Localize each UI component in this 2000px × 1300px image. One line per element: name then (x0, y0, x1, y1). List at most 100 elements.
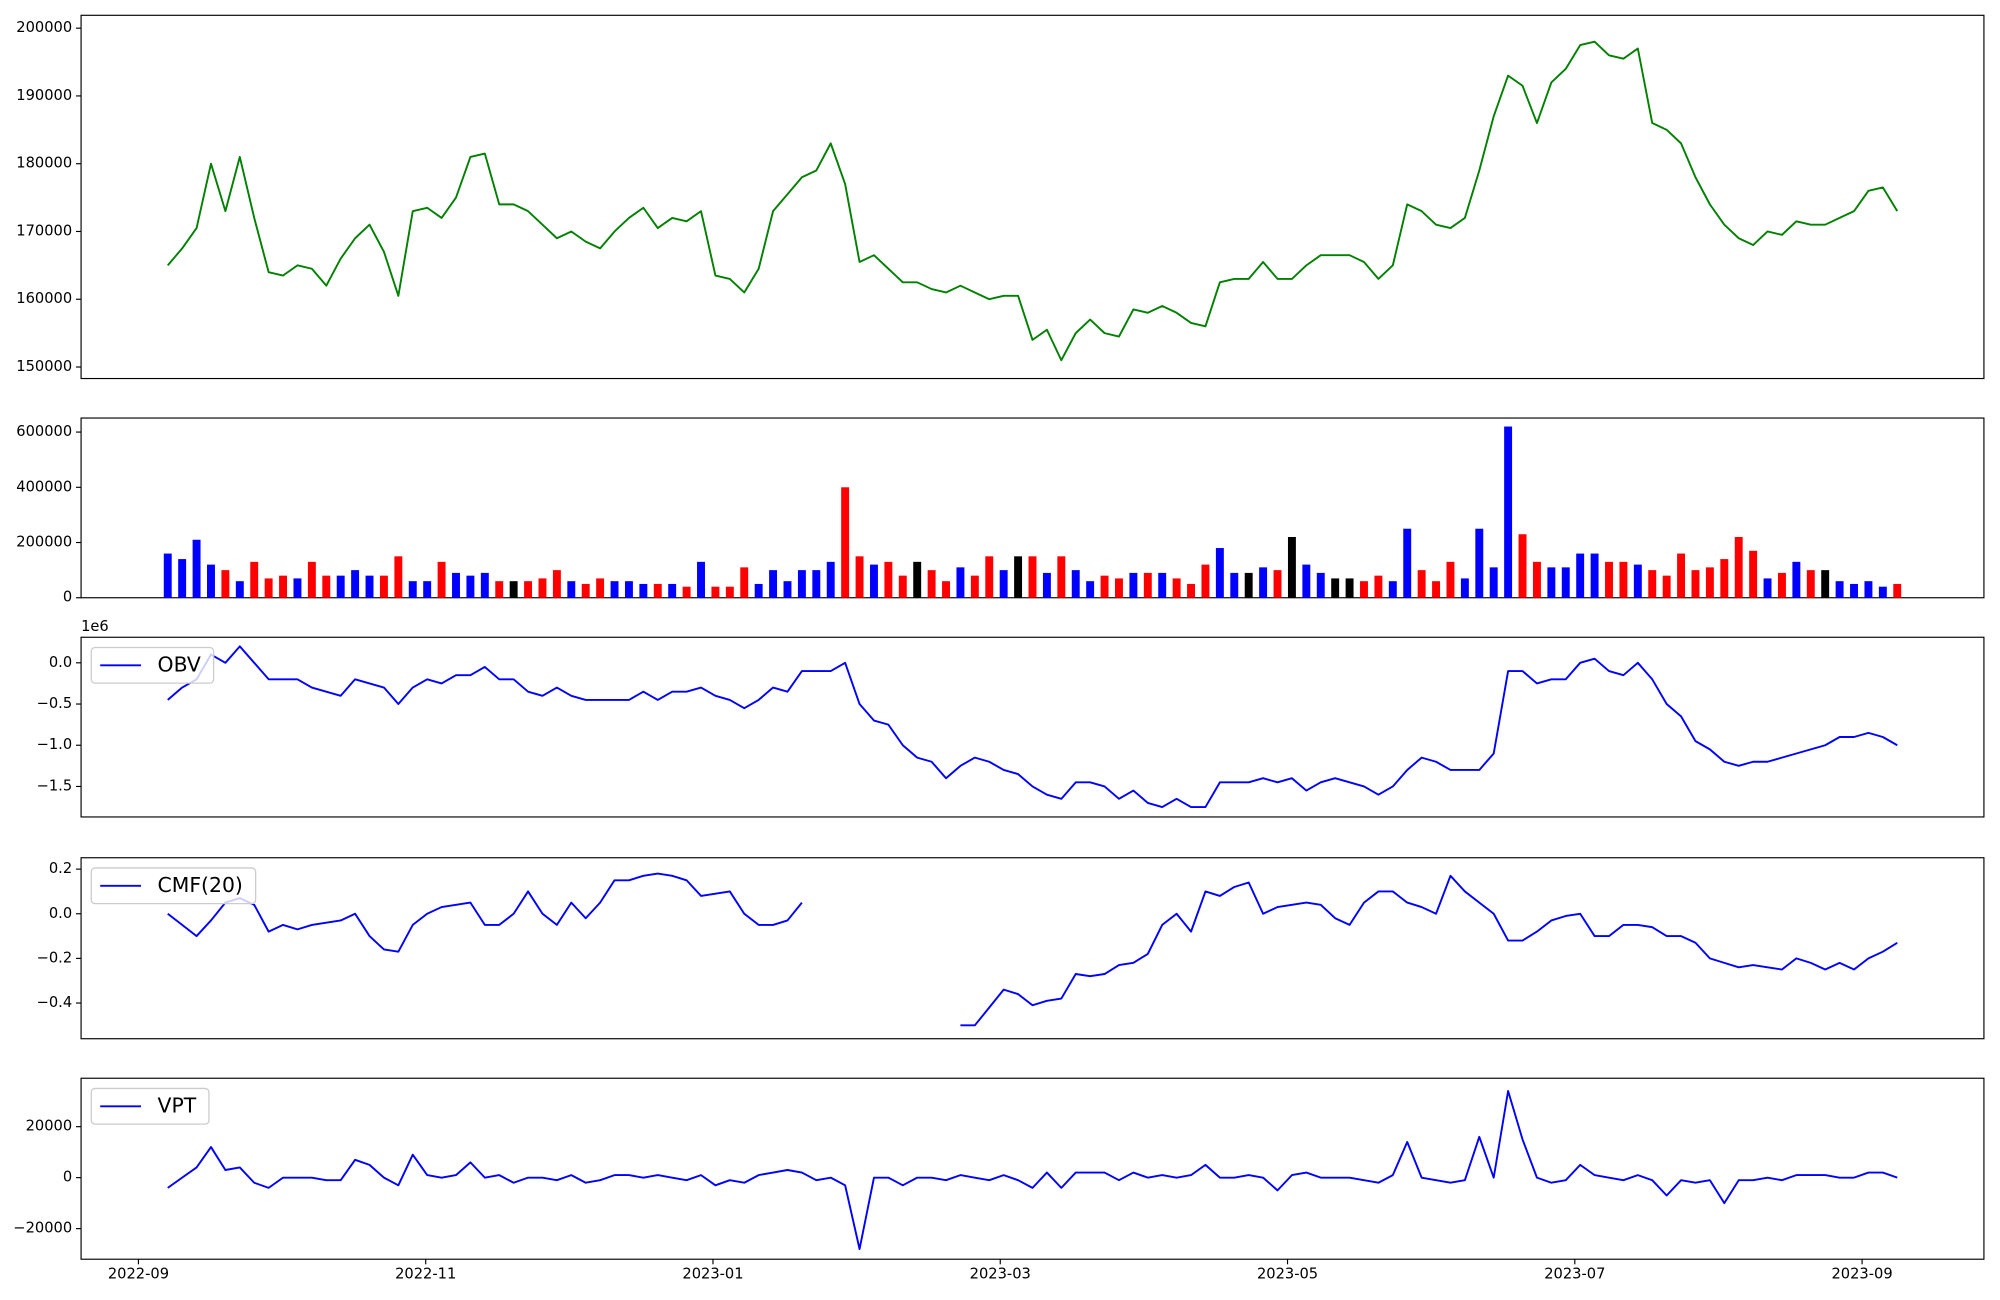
volume-bar (1129, 572, 1138, 598)
volume-bar (927, 570, 936, 598)
volume-bar (1302, 564, 1311, 598)
volume-bar (1705, 567, 1714, 598)
volume-bar (581, 583, 590, 598)
volume-bar (1734, 536, 1743, 598)
volume-bar (1460, 578, 1469, 598)
series-line (167, 645, 1898, 809)
volume-bar (841, 487, 850, 598)
volume-bar (1273, 570, 1282, 598)
volume-bar (869, 564, 878, 598)
y-tick-label: −20000 (13, 1220, 72, 1237)
panel-frame (80, 14, 1985, 380)
volume-bar (1835, 581, 1844, 598)
volume-bar (855, 556, 864, 598)
volume-bar (826, 561, 835, 598)
volume-bar (1014, 556, 1023, 598)
volume-bar (1244, 572, 1253, 598)
volume-bar (1590, 553, 1599, 598)
volume-bar (221, 570, 230, 598)
volume-bar (293, 578, 302, 598)
volume-bar (1143, 572, 1152, 598)
series-line (167, 1090, 1898, 1250)
volume-bar (480, 572, 489, 598)
volume-bar (1417, 570, 1426, 598)
volume-bar (567, 581, 576, 598)
volume-bar (552, 570, 561, 598)
volume-bar (1605, 561, 1613, 598)
y-tick-label: 200000 (16, 534, 72, 551)
volume-bar (1893, 583, 1902, 598)
volume-bar (1432, 581, 1441, 598)
volume-bar (394, 556, 403, 598)
volume-bar (1878, 586, 1887, 598)
volume-bar (812, 570, 821, 598)
y-tick-label: 600000 (16, 423, 72, 440)
volume-bar (985, 556, 994, 598)
y-tick-label: 150000 (16, 358, 72, 375)
volume-bar (639, 583, 648, 598)
volume-bar (1749, 550, 1758, 598)
x-tick-label: 2023-07 (1544, 1266, 1605, 1283)
volume-bar (1028, 556, 1037, 598)
volume-bar (942, 581, 950, 598)
volume-bar (365, 575, 374, 598)
volume-bar (884, 561, 893, 598)
volume-bar (740, 567, 749, 598)
x-tick-label: 2023-03 (970, 1266, 1031, 1283)
y-tick-label: −1.0 (37, 736, 73, 753)
volume-bar (1215, 548, 1224, 598)
y-tick-label: 180000 (16, 155, 72, 172)
y-tick-label: 200000 (16, 19, 72, 36)
volume-bar (379, 575, 388, 598)
volume-bar (668, 583, 677, 598)
volume-bar (1561, 567, 1570, 598)
volume-bar (1201, 564, 1210, 598)
volume-bar (264, 578, 273, 598)
volume-bar (1619, 561, 1628, 598)
y-tick-label: 0.0 (49, 654, 72, 671)
x-tick-label: 2022-11 (395, 1266, 456, 1283)
volume-bar (697, 561, 705, 598)
y-tick-label: 0 (63, 1169, 72, 1186)
volume-bar (1821, 570, 1830, 598)
panel-frame (80, 1077, 1985, 1260)
y-tick-label: 160000 (16, 290, 72, 307)
volume-bar (1071, 570, 1080, 598)
volume-bar (653, 583, 662, 598)
series-line (167, 40, 1899, 362)
volume-bar (682, 586, 691, 598)
volume-bar (711, 586, 720, 598)
volume-bar (1057, 556, 1066, 598)
volume-bar (754, 583, 763, 598)
volume-bar (1720, 559, 1729, 598)
volume-bar (408, 581, 417, 598)
volume-bar (279, 575, 288, 598)
y-tick-label: −0.4 (37, 994, 73, 1011)
volume-bar (509, 581, 518, 598)
volume-bar (1633, 564, 1642, 598)
volume-bar (1489, 567, 1498, 598)
volume-bar (452, 572, 460, 598)
y-tick-label: 190000 (16, 87, 72, 104)
volume-bar (1086, 581, 1095, 598)
volume-bar (1331, 578, 1340, 598)
volume-bar (351, 570, 360, 598)
y-tick-label: −1.5 (37, 777, 73, 794)
volume-bar (250, 561, 259, 598)
volume-bar (1100, 575, 1109, 598)
legend-box (90, 646, 215, 684)
volume-bar (769, 570, 778, 598)
volume-bar (1388, 581, 1397, 598)
volume-bar (307, 561, 316, 598)
volume-bar (1504, 426, 1513, 598)
volume-bar (1187, 583, 1196, 598)
volume-bar (1547, 567, 1556, 598)
y-tick-label: −0.2 (37, 949, 73, 966)
volume-bar (1806, 570, 1815, 598)
volume-bar (1158, 572, 1167, 598)
volume-bar (1403, 528, 1412, 598)
volume-bar (1576, 553, 1585, 598)
axis-offset-label: 1e6 (81, 618, 109, 635)
volume-bar (322, 575, 331, 598)
